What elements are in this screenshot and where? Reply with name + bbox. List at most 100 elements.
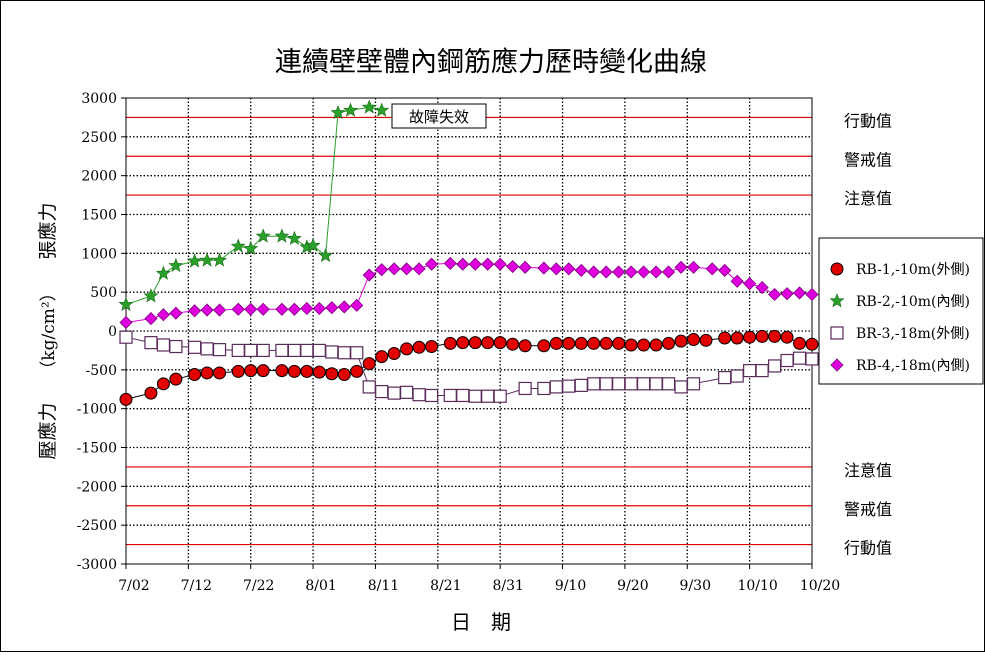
- data-point-circle: [200, 366, 214, 380]
- data-point-diamond: [780, 287, 794, 301]
- data-point-square: [587, 377, 601, 391]
- y-tick-label: -2500: [77, 518, 117, 534]
- y-tick-labels: 3000 2500 2000 1500 1000 500 0 -500 -1000 -1500 -2…: [77, 91, 117, 573]
- legend-label: BR-3,-18m(外側): [856, 326, 970, 342]
- data-point-circle: [400, 342, 414, 356]
- data-point-square: [312, 343, 326, 358]
- data-point-circle: [362, 357, 376, 371]
- x-tick-label: 8/21: [430, 578, 461, 594]
- data-point-circle: [768, 329, 782, 343]
- data-point-square: [468, 389, 482, 403]
- data-point-diamond: [587, 265, 601, 279]
- data-point-square: [792, 351, 807, 365]
- data-point-circle: [612, 336, 626, 350]
- data-point-circle: [662, 336, 676, 350]
- data-point-square: [300, 343, 314, 358]
- x-tick-label: 8/01: [305, 578, 336, 594]
- data-point-diamond: [169, 306, 183, 320]
- y-label-unit: （kg/cm²）: [39, 284, 59, 377]
- data-point-square: [686, 377, 701, 391]
- data-point-star: [829, 293, 845, 308]
- data-point-star: [199, 252, 215, 267]
- data-point-square: [144, 336, 158, 350]
- data-point-diamond: [412, 262, 426, 276]
- data-point-square: [562, 379, 576, 393]
- data-point-diamond: [518, 260, 532, 274]
- data-point-star: [187, 253, 203, 268]
- data-point-circle: [312, 365, 326, 379]
- data-point-circle: [562, 336, 576, 350]
- y-tick-label: -500: [86, 363, 117, 379]
- data-point-circle: [755, 329, 769, 343]
- data-point-diamond: [200, 303, 214, 317]
- data-point-circle: [387, 347, 401, 361]
- y-tick-label: 1500: [81, 208, 117, 224]
- y-tick-label: -1500: [77, 441, 117, 457]
- data-point-square: [456, 388, 470, 403]
- legend-label: RB-4,-18m(內側): [856, 358, 970, 374]
- data-point-diamond: [506, 259, 520, 274]
- legend-label: RB-2,-10m(內側): [856, 294, 970, 310]
- data-point-diamond: [661, 265, 676, 279]
- data-point-circle: [325, 367, 339, 381]
- axis-ticks: [121, 97, 813, 569]
- data-point-diamond: [256, 302, 270, 316]
- data-point-diamond: [768, 287, 782, 302]
- data-point-circle: [624, 338, 638, 352]
- data-point-square: [337, 346, 351, 360]
- data-point-diamond: [337, 300, 351, 314]
- x-tick-label: 7/02: [118, 578, 149, 594]
- data-point-diamond: [830, 358, 844, 372]
- data-point-star: [361, 99, 377, 114]
- data-point-circle: [156, 377, 170, 391]
- threshold-label: 注意值: [844, 189, 892, 208]
- data-point-star: [255, 228, 271, 243]
- data-point-square: [387, 386, 401, 400]
- data-point-square: [362, 380, 376, 394]
- data-point-circle: [674, 334, 688, 348]
- data-point-star: [286, 230, 302, 245]
- data-point-circle: [119, 392, 133, 406]
- grid-lines: [126, 98, 812, 564]
- threshold-label: 行動值: [844, 111, 892, 130]
- chart-title: 連續壁壁體內鋼筋應力歷時變化曲線: [275, 47, 707, 78]
- data-point-circle: [231, 364, 245, 378]
- data-point-square: [661, 377, 676, 391]
- data-point-star: [156, 265, 171, 280]
- data-point-circle: [537, 339, 551, 353]
- x-tick-labels: 7/02 7/12 7/22 8/01 8/11 8/21 8/31 9/10 9/20 9/30…: [118, 578, 840, 594]
- threshold-label: 警戒值: [844, 500, 892, 519]
- data-point-diamond: [637, 265, 651, 279]
- y-tick-label: 3000: [81, 91, 117, 107]
- x-tick-label: 8/31: [492, 578, 523, 594]
- data-point-star: [168, 257, 184, 273]
- data-point-diamond: [537, 261, 551, 275]
- data-point-star: [243, 240, 259, 255]
- data-point-square: [574, 378, 588, 392]
- data-point-diamond: [119, 315, 133, 330]
- y-tick-label: -1000: [77, 402, 117, 418]
- data-point-circle: [425, 340, 439, 354]
- data-point-star: [230, 238, 246, 253]
- data-point-square: [424, 388, 439, 403]
- y-tick-label: 0: [108, 324, 117, 340]
- data-point-circle: [637, 338, 651, 352]
- data-point-star: [343, 102, 358, 117]
- legend-label: RB-1,-10m(外側): [856, 262, 970, 278]
- data-point-diamond: [805, 287, 819, 302]
- data-point-diamond: [493, 257, 507, 271]
- annotation-box: 故障失效: [391, 103, 487, 129]
- data-point-diamond: [574, 263, 588, 277]
- data-point-circle: [718, 331, 732, 345]
- data-point-diamond: [599, 265, 613, 279]
- x-tick-label: 9/20: [617, 578, 648, 594]
- data-point-circle: [493, 336, 507, 350]
- data-point-diamond: [400, 262, 414, 276]
- x-tick-label: 7/22: [243, 578, 274, 594]
- data-point-circle: [687, 333, 701, 347]
- data-point-square: [599, 377, 613, 391]
- data-point-star: [305, 237, 321, 252]
- data-point-square: [805, 352, 819, 366]
- data-point-square: [780, 353, 794, 368]
